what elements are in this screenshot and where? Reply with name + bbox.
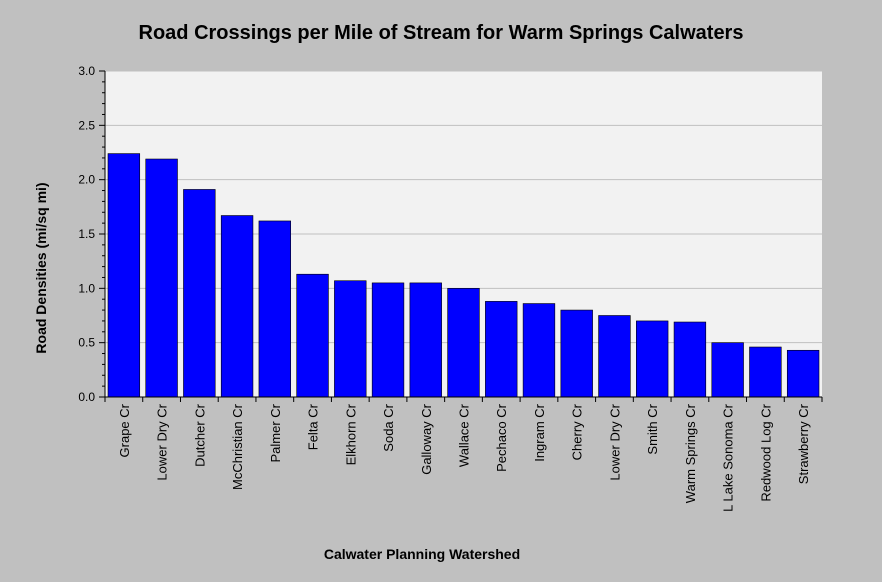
bar: [145, 158, 178, 398]
x-tick-label: Cherry Cr: [570, 403, 585, 460]
y-tick-label: 0.5: [78, 336, 95, 350]
bar: [409, 282, 442, 398]
x-tick-label: McChristian Cr: [230, 403, 245, 490]
bar: [296, 273, 329, 398]
bar: [107, 153, 141, 398]
x-tick-label: Wallace Cr: [457, 403, 472, 467]
y-tick-label: 1.5: [78, 227, 95, 241]
x-axis: Grape Cr Lower Dry Cr Dutcher Cr McChristia…: [104, 396, 823, 512]
x-tick-label: L Lake Sonoma Cr: [721, 403, 736, 512]
bar: [636, 320, 669, 398]
x-tick-label: Lower Dry Cr: [155, 403, 170, 480]
chart-title: Road Crossings per Mile of Stream for Wa…: [139, 22, 744, 44]
bars: [107, 153, 820, 398]
x-tick-label: Galloway Cr: [419, 403, 434, 474]
y-tick-label: 3.0: [78, 64, 95, 78]
x-axis-title: Calwater Planning Watershed: [324, 546, 520, 562]
bar: [522, 303, 556, 398]
x-tick-label: Soda Cr: [381, 403, 396, 451]
y-tick-label: 2.0: [78, 173, 95, 187]
bar: [447, 288, 480, 398]
y-tick-label: 2.5: [78, 118, 95, 132]
bar: [183, 189, 216, 398]
bar: [334, 280, 367, 398]
bar: [786, 349, 820, 398]
x-tick-label: Redwood Log Cr: [758, 403, 773, 501]
bar: [220, 215, 254, 398]
bar: [711, 342, 744, 398]
bar: [560, 309, 593, 398]
x-tick-label: Pechaco Cr: [494, 403, 509, 472]
x-tick-label: Felta Cr: [306, 403, 321, 450]
bar: [749, 346, 782, 398]
x-tick-label: Lower Dry Cr: [607, 403, 622, 480]
x-tick-label: Smith Cr: [645, 403, 660, 454]
bar: [598, 315, 631, 398]
bar: [371, 282, 405, 398]
y-axis: 0.0 0.5 1.0 1.5 2.0 2.5 3.0: [78, 64, 106, 404]
bar: [258, 220, 291, 398]
x-tick-label: Grape Cr: [117, 403, 132, 457]
x-tick-label: Elkhorn Cr: [343, 403, 358, 465]
x-tick-label: Warm Springs Cr: [683, 403, 698, 503]
x-tick-label: Ingram Cr: [532, 403, 547, 461]
x-tick-label: Strawberry Cr: [796, 403, 811, 484]
bar: [673, 321, 707, 398]
y-axis-title: Road Densities (mi/sq mi): [33, 182, 49, 353]
x-tick-label: Palmer Cr: [268, 403, 283, 462]
y-tick-label: 0.0: [78, 390, 95, 404]
bar: [485, 301, 518, 398]
x-tick-label: Dutcher Cr: [192, 403, 207, 467]
y-tick-label: 1.0: [78, 281, 95, 295]
